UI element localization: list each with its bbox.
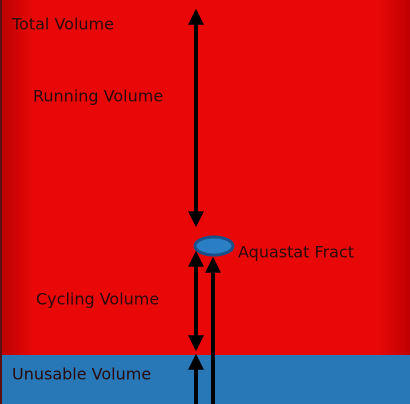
unusable-region <box>0 355 410 404</box>
unusable-volume-label: Unusable Volume <box>12 365 151 384</box>
cycling-volume-label: Cycling Volume <box>36 290 159 309</box>
aquastat-label: Aquastat Fract <box>238 243 354 262</box>
running-volume-label: Running Volume <box>33 87 163 106</box>
total-volume-label: Total Volume <box>11 15 114 34</box>
aquastat-sensor <box>193 235 235 257</box>
